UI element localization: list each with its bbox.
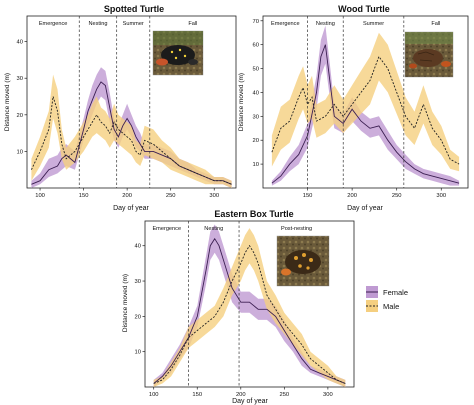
panel-title: Wood Turtle (338, 4, 390, 14)
x-tick-label: 250 (392, 193, 402, 199)
phase-label: Fall (431, 21, 440, 27)
phase-label: Emergence (271, 21, 300, 27)
x-tick-label: 300 (209, 193, 219, 199)
phase-label: Fall (188, 21, 197, 27)
y-tick-label: 30 (253, 114, 259, 120)
y-tick-label: 40 (253, 90, 259, 96)
x-tick-label: 250 (279, 392, 289, 398)
x-tick-label: 200 (236, 392, 246, 398)
y-tick-label: 10 (135, 350, 141, 356)
spotted-turtle-panel: Spotted Turtle Emergence Nesting Summer Fal… (4, 4, 237, 212)
phase-label: Post-nesting (281, 226, 312, 232)
y-axis-title: Distance moved (m) (238, 73, 245, 131)
y-tick-label: 20 (253, 138, 259, 144)
phase-label: Nesting (204, 226, 223, 232)
phase-label: Emergence (152, 226, 181, 232)
y-tick-label: 30 (135, 279, 141, 285)
x-tick-label: 200 (122, 193, 132, 199)
wood-turtle-photo (404, 31, 454, 78)
y-tick-label: 30 (17, 76, 23, 82)
ci-band-female (271, 25, 460, 186)
x-tick-label: 300 (323, 392, 333, 398)
legend-label-female: Female (383, 288, 408, 297)
x-tick-label: 150 (79, 193, 89, 199)
y-tick-label: 40 (17, 40, 23, 46)
x-tick-label: 100 (149, 392, 159, 398)
y-tick-label: 10 (253, 162, 259, 168)
y-tick-label: 60 (253, 43, 259, 49)
legend-item-male: Male (366, 300, 399, 312)
x-axis-title: Day of year (232, 398, 268, 405)
y-axis-title: Distance moved (m) (122, 274, 129, 332)
x-tick-label: 100 (35, 193, 45, 199)
x-axis-title: Day of year (113, 205, 149, 212)
y-tick-label: 20 (17, 113, 23, 119)
phase-label: Nesting (316, 21, 335, 27)
x-tick-label: 300 (436, 193, 446, 199)
plot-frame (262, 15, 469, 189)
y-tick-label: 40 (135, 244, 141, 250)
y-tick-label: 10 (17, 149, 23, 155)
legend-swatch-male (366, 300, 378, 312)
panel-title: Eastern Box Turtle (214, 209, 293, 219)
phase-label: Emergence (39, 21, 68, 27)
mean-line-female (271, 44, 460, 184)
ci-band-male (271, 32, 460, 172)
legend-item-female: Female (366, 286, 408, 298)
mean-line-female (153, 237, 346, 384)
x-tick-label: 250 (166, 193, 176, 199)
x-axis-title: Day of year (347, 205, 383, 212)
ci-band-male (31, 74, 232, 188)
eastern-box-turtle-panel: Eastern Box Turtle Emergence Nesting Post-… (122, 209, 355, 405)
mean-line-male (153, 244, 346, 384)
mean-line-male (30, 96, 232, 185)
spotted-turtle-photo (152, 30, 204, 76)
legend-label-male: Male (383, 302, 399, 311)
x-tick-label: 150 (192, 392, 202, 398)
x-tick-label: 200 (347, 193, 357, 199)
y-axis-title: Distance moved (m) (4, 73, 11, 131)
y-tick-label: 70 (253, 19, 259, 25)
y-tick-label: 20 (135, 314, 141, 320)
wood-turtle-panel: Wood Turtle Emergence Nesting Summer Fall 15… (238, 4, 469, 212)
y-tick-label: 50 (253, 67, 259, 73)
phase-label: Summer (363, 21, 384, 27)
legend: Female Male (366, 286, 408, 312)
box-turtle-photo (276, 235, 330, 287)
phase-label: Summer (123, 21, 144, 27)
ci-band-male (153, 228, 346, 387)
panel-title: Spotted Turtle (104, 4, 164, 14)
mean-line-male (271, 55, 460, 165)
plot-frame (144, 220, 355, 388)
x-tick-label: 150 (303, 193, 313, 199)
plot-frame (26, 15, 237, 189)
mean-line-female (31, 81, 232, 185)
phase-label: Nesting (88, 21, 107, 27)
